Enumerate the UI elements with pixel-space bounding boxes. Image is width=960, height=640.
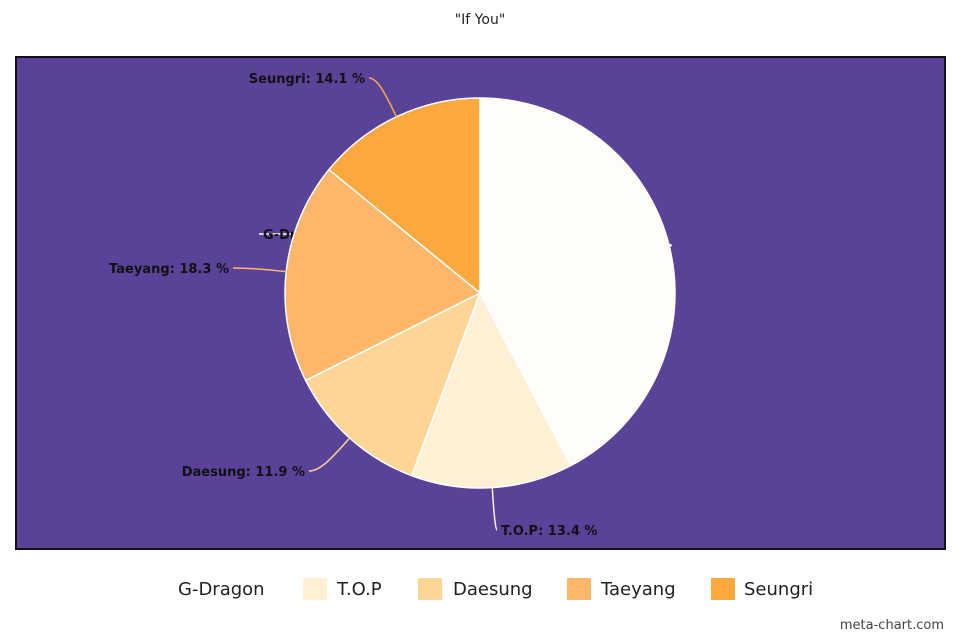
connector-line — [308, 437, 351, 472]
legend-swatch — [711, 578, 735, 600]
legend-swatch — [567, 578, 591, 600]
chart-title: "If You" — [454, 12, 506, 28]
pie-slice-seungri — [327, 97, 481, 295]
slice-label: Daesung: 11.9 % — [182, 465, 305, 480]
pie-slice-t-o-p — [410, 291, 572, 489]
connector-line — [368, 77, 398, 118]
legend-label: T.O.P — [337, 579, 382, 600]
legend-label: G-Dragon — [178, 579, 265, 600]
legend-label: Seungri — [744, 579, 814, 600]
legend: G-Dragon T.O.P Daesung Taeyang Seungri — [0, 576, 960, 606]
connector-line — [232, 267, 287, 273]
legend-label: Taeyang — [601, 579, 676, 600]
connector-line — [491, 487, 498, 531]
legend-swatch — [418, 578, 442, 600]
pie-chart: G-Dragon: 42.3 %T.O.P: 13.4 %Daesung: 11… — [17, 58, 944, 548]
slice-label: T.O.P: 13.4 % — [501, 524, 597, 539]
legend-swatch — [303, 578, 327, 600]
legend-label: Daesung — [453, 579, 533, 600]
pie-slice-daesung — [304, 291, 482, 477]
credit-text: meta-chart.com — [839, 618, 944, 633]
plot-area: G-Dragon: 42.3 %T.O.P: 13.4 %Daesung: 11… — [15, 56, 946, 550]
pie-slice-g-dragon — [479, 97, 676, 467]
slice-label: Seungri: 14.1 % — [249, 72, 365, 87]
slice-label: Taeyang: 18.3 % — [109, 262, 229, 277]
